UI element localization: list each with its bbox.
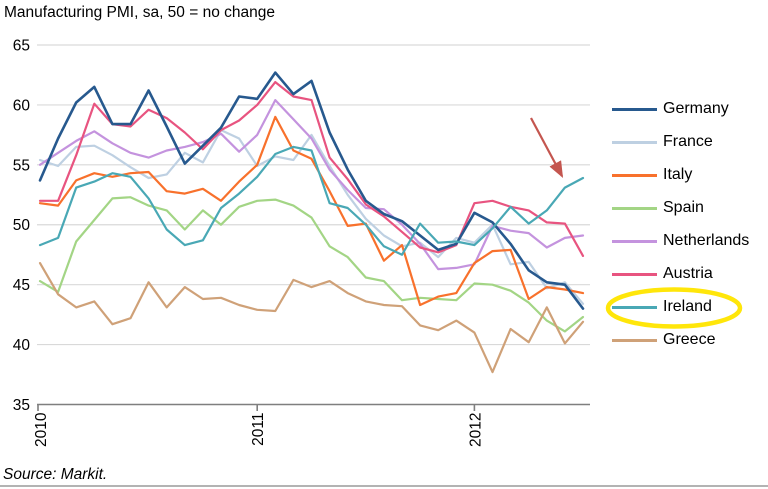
legend-item-greece: Greece [612, 330, 715, 350]
legend-label: France [663, 133, 713, 150]
series-line-netherlands [38, 98, 585, 271]
y-tick-label: 45 [13, 277, 30, 294]
series-line-germany [38, 71, 585, 310]
x-axis [37, 403, 590, 411]
legend-item-spain: Spain [612, 198, 704, 218]
series-line-italy [38, 115, 585, 307]
x-tick-label-2011: 2011 [250, 412, 267, 445]
y-tick-label: 65 [13, 38, 30, 55]
y-tick-label: 50 [13, 217, 31, 234]
series-line-ireland [38, 145, 585, 256]
legend-item-ireland: Ireland [612, 297, 712, 317]
series-line-austria [38, 80, 585, 257]
ireland-highlight-ellipse [605, 287, 743, 329]
chart-title: Manufacturing PMI, sa, 50 = no change [4, 4, 275, 21]
legend-swatch-germany [612, 107, 657, 111]
legend-item-austria: Austria [612, 264, 713, 284]
legend-swatch-france [612, 140, 657, 144]
legend-label: Italy [663, 166, 693, 183]
x-tick-label-2012: 2012 [467, 412, 484, 446]
legend-label: Ireland [663, 298, 712, 315]
legend-swatch-italy [612, 173, 657, 177]
y-tick-label: 60 [13, 97, 31, 114]
x-axis-labels: 2010 2011 2012 [33, 412, 484, 447]
legend-label: Spain [663, 199, 704, 216]
legend-item-italy: Italy [612, 165, 692, 185]
y-axis-labels: 65 60 55 50 45 40 35 [13, 38, 31, 414]
y-tick-label: 55 [13, 157, 30, 174]
legend-label: Austria [663, 265, 713, 282]
y-tick-label: 35 [13, 397, 30, 414]
series-line-greece [38, 262, 585, 374]
source-note: Source: Markit. [3, 466, 108, 483]
legend-label: Germany [663, 100, 729, 117]
legend-label: Greece [663, 331, 716, 348]
legend-item-netherlands: Netherlands [612, 231, 749, 251]
series-lines [38, 71, 585, 374]
legend-swatch-austria [612, 272, 657, 276]
x-tick-label-2010: 2010 [33, 412, 50, 447]
annotation-arrow-icon [530, 117, 564, 178]
bottom-divider [0, 485, 768, 487]
legend-swatch-spain [612, 206, 657, 210]
legend-swatch-netherlands [612, 239, 657, 243]
series-line-spain [38, 196, 585, 333]
legend-swatch-greece [612, 338, 657, 342]
y-tick-label: 40 [13, 337, 31, 354]
legend-item-france: France [612, 132, 713, 152]
legend-item-germany: Germany [612, 99, 729, 119]
legend-label: Netherlands [663, 232, 750, 249]
series-line-france [38, 129, 585, 305]
legend-swatch-ireland [612, 305, 657, 309]
